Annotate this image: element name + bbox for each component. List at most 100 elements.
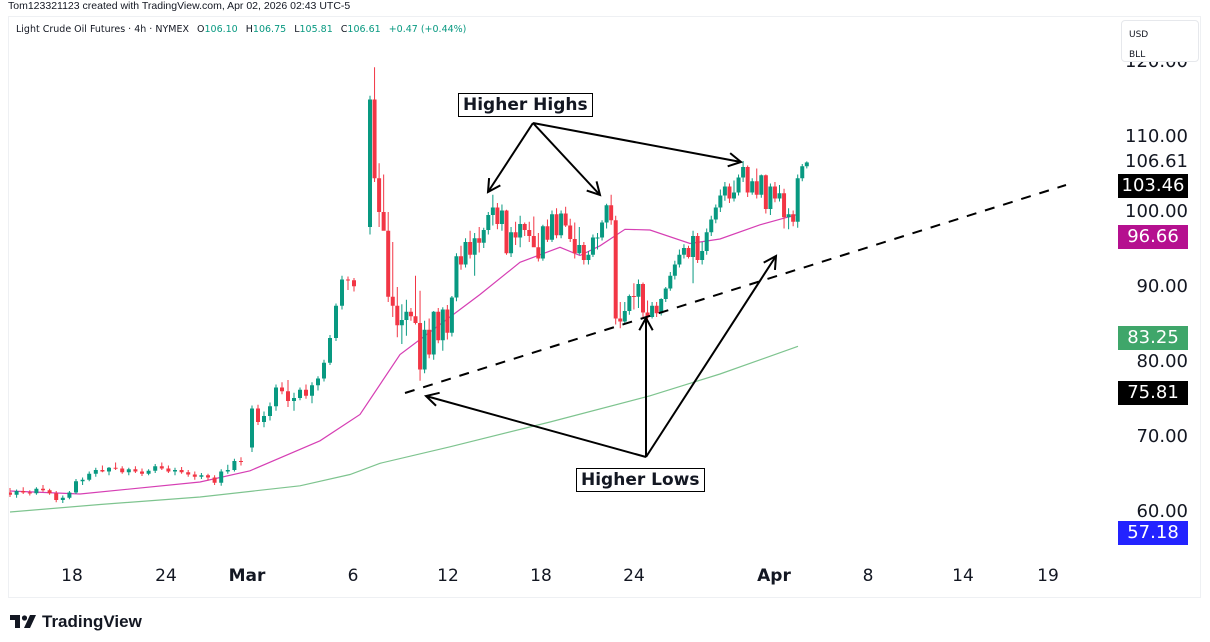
time-tick-label: 18 bbox=[61, 566, 83, 586]
candle-up bbox=[67, 492, 72, 498]
time-tick-label: 24 bbox=[623, 566, 645, 586]
candle-up bbox=[262, 416, 266, 422]
candle-up bbox=[298, 389, 302, 398]
plot-area[interactable] bbox=[8, 67, 1067, 513]
candle-up bbox=[322, 362, 326, 379]
higher-high-arrow-2 bbox=[532, 122, 601, 196]
candle-up bbox=[777, 193, 782, 199]
candle-down bbox=[536, 247, 541, 259]
candle-up bbox=[274, 387, 278, 407]
candle-down bbox=[100, 470, 105, 472]
higher-lows-annotation[interactable]: Higher Lows bbox=[576, 468, 705, 492]
candle-up bbox=[399, 320, 404, 326]
candle-down bbox=[772, 186, 777, 199]
symbol-title[interactable]: Light Crude Oil Futures · 4h · NYMEX bbox=[16, 24, 189, 35]
price-marker-label: 103.46 bbox=[1118, 174, 1188, 199]
candle-up bbox=[232, 461, 237, 470]
higher-highs-annotation[interactable]: Higher Highs bbox=[458, 93, 593, 117]
candle-up bbox=[750, 181, 755, 193]
ma-slow-line bbox=[9, 345, 799, 513]
candle-up bbox=[422, 329, 427, 370]
candle-up bbox=[146, 470, 151, 474]
higher-high-arrow-3 bbox=[532, 122, 742, 163]
price-axis[interactable]: 120.00110.00100.0090.0080.0070.0060.0010… bbox=[1110, 16, 1200, 566]
candle-down bbox=[390, 296, 395, 306]
candle-down bbox=[179, 470, 184, 473]
price-tick-label: 110.00 bbox=[1125, 126, 1188, 147]
candle-up bbox=[600, 222, 605, 238]
currency-label[interactable]: USD bbox=[1129, 30, 1149, 40]
candle-down bbox=[572, 239, 577, 254]
tradingview-logo[interactable]: TradingView bbox=[10, 612, 142, 632]
candle-down bbox=[120, 468, 125, 473]
time-tick-label: 6 bbox=[347, 566, 359, 586]
higher-high-arrow-2-head bbox=[586, 181, 602, 197]
candle-up bbox=[509, 232, 514, 254]
candle-up bbox=[126, 469, 131, 473]
candle-up bbox=[636, 284, 641, 297]
unit-label[interactable]: BLL bbox=[1129, 50, 1146, 60]
low-label: L bbox=[294, 24, 300, 35]
candle-down bbox=[641, 284, 645, 313]
candle-up bbox=[463, 242, 468, 265]
candle-down bbox=[568, 225, 573, 239]
candle-down bbox=[554, 214, 559, 236]
candle-up bbox=[759, 175, 764, 195]
time-tick-label: 14 bbox=[952, 566, 974, 586]
candle-up bbox=[768, 186, 773, 209]
candle-up bbox=[472, 238, 477, 255]
candle-down bbox=[140, 471, 144, 474]
candle-down bbox=[686, 248, 691, 257]
higher-high-arrow-1-head bbox=[486, 177, 501, 194]
candle-up bbox=[74, 481, 78, 493]
candle-up bbox=[80, 479, 85, 482]
time-tick-label: 18 bbox=[530, 566, 552, 586]
candle-down bbox=[727, 186, 732, 199]
candle-down bbox=[256, 408, 260, 422]
price-tick-label: 80.00 bbox=[1136, 351, 1188, 372]
higher-low-arrow-2-head bbox=[638, 315, 654, 331]
candle-down bbox=[47, 490, 52, 494]
candle-down bbox=[695, 236, 700, 260]
candle-up bbox=[340, 279, 344, 306]
candle-down bbox=[408, 311, 413, 317]
candle-up bbox=[668, 275, 673, 289]
time-tick-label: Apr bbox=[757, 566, 791, 586]
time-tick-label: 12 bbox=[437, 566, 459, 586]
candle-up bbox=[595, 237, 600, 239]
candle-up bbox=[650, 305, 655, 317]
candle-down bbox=[352, 280, 356, 287]
candle-up bbox=[60, 497, 65, 500]
higher-low-arrow-3 bbox=[645, 255, 777, 458]
time-tick-label: 8 bbox=[862, 566, 874, 586]
price-tick-label: 60.00 bbox=[1136, 501, 1188, 522]
candle-up bbox=[93, 470, 98, 474]
candle-down bbox=[754, 181, 759, 195]
higher-low-arrow-3-head bbox=[763, 254, 778, 271]
candle-up bbox=[107, 467, 111, 472]
candle-down bbox=[381, 212, 386, 231]
candle-up bbox=[199, 475, 204, 477]
candle-up bbox=[559, 213, 564, 236]
support-trendline bbox=[404, 184, 1067, 394]
candle-up bbox=[440, 309, 445, 341]
candle-down bbox=[504, 210, 509, 254]
candle-up bbox=[250, 408, 254, 448]
candle-up bbox=[153, 466, 158, 471]
chart-frame[interactable] bbox=[8, 16, 1201, 598]
price-marker-label: 96.66 bbox=[1118, 225, 1188, 250]
candle-down bbox=[609, 205, 614, 221]
candle-up bbox=[34, 488, 39, 494]
currency-unit-box[interactable]: USD BLL bbox=[1121, 20, 1199, 62]
candle-up bbox=[540, 226, 545, 259]
candle-down bbox=[459, 256, 463, 265]
candle-up bbox=[454, 256, 459, 298]
candle-down bbox=[133, 469, 138, 472]
candle-down bbox=[395, 305, 400, 326]
close-label: C bbox=[340, 24, 348, 35]
candle-up bbox=[518, 224, 523, 238]
time-axis[interactable]: 18 24 Mar 6 12 18 24 Apr 8 14 19 bbox=[8, 560, 1110, 592]
price-marker-label: 83.25 bbox=[1118, 325, 1188, 350]
candle-up bbox=[691, 236, 696, 257]
